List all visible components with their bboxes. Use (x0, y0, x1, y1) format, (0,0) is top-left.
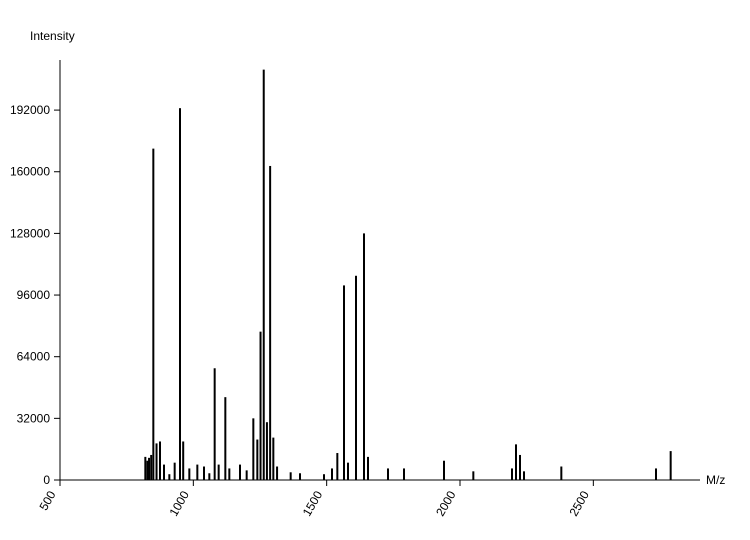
spectrum-peak (363, 233, 365, 480)
spectrum-peak (347, 463, 349, 480)
spectrum-peak (208, 473, 210, 480)
spectrum-peak (174, 463, 176, 480)
spectrum-peak (655, 468, 657, 480)
spectrum-peak (336, 453, 338, 480)
spectrum-peak (355, 276, 357, 480)
spectrum-peak (152, 149, 154, 480)
spectrum-peak (269, 166, 271, 480)
mass-spectrum-chart: 0320006400096000128000160000192000500100… (0, 0, 750, 540)
spectrum-peak (163, 465, 165, 480)
spectrum-peak (523, 471, 525, 480)
y-tick-label: 0 (43, 473, 50, 487)
spectrum-peak (246, 470, 248, 480)
y-tick-label: 128000 (10, 226, 50, 240)
spectrum-peak (403, 468, 405, 480)
spectrum-peak (182, 441, 184, 480)
y-tick-label: 192000 (10, 103, 50, 117)
spectrum-peak (387, 468, 389, 480)
spectrum-peak (239, 465, 241, 480)
spectrum-peak (472, 471, 474, 480)
spectrum-peak (276, 467, 278, 480)
spectrum-peak (443, 461, 445, 480)
spectrum-peak (515, 444, 517, 480)
y-tick-label: 64000 (17, 350, 51, 364)
spectrum-peak (260, 332, 262, 480)
spectrum-peak (218, 465, 220, 480)
spectrum-peak (323, 474, 325, 480)
spectrum-peak (196, 465, 198, 480)
spectrum-peak (188, 468, 190, 480)
spectrum-peak (263, 70, 265, 480)
spectrum-peak (272, 438, 274, 480)
spectrum-peak (331, 468, 333, 480)
y-tick-label: 96000 (17, 288, 51, 302)
spectrum-peak (511, 468, 513, 480)
spectrum-peak (343, 285, 345, 480)
spectrum-peak (168, 474, 170, 480)
spectrum-peak (367, 457, 369, 480)
spectrum-peak (179, 108, 181, 480)
y-tick-label: 160000 (10, 165, 50, 179)
x-axis-label: M/z (706, 473, 725, 487)
y-tick-label: 32000 (17, 411, 51, 425)
spectrum-peak (290, 472, 292, 480)
spectrum-peak (159, 441, 161, 480)
spectrum-peak (266, 422, 268, 480)
chart-svg: 0320006400096000128000160000192000500100… (0, 0, 750, 540)
spectrum-peak (560, 467, 562, 480)
spectrum-peak (148, 458, 150, 480)
spectrum-peak (519, 455, 521, 480)
y-axis-label: Intensity (30, 29, 75, 43)
spectrum-peak (156, 443, 158, 480)
spectrum-peak (224, 397, 226, 480)
spectrum-peak (228, 468, 230, 480)
spectrum-peak (203, 467, 205, 480)
spectrum-peak (214, 368, 216, 480)
spectrum-peak (256, 440, 258, 480)
spectrum-peak (144, 457, 146, 480)
spectrum-peak (299, 473, 301, 480)
spectrum-peak (150, 455, 152, 480)
spectrum-peak (252, 418, 254, 480)
spectrum-peak (670, 451, 672, 480)
